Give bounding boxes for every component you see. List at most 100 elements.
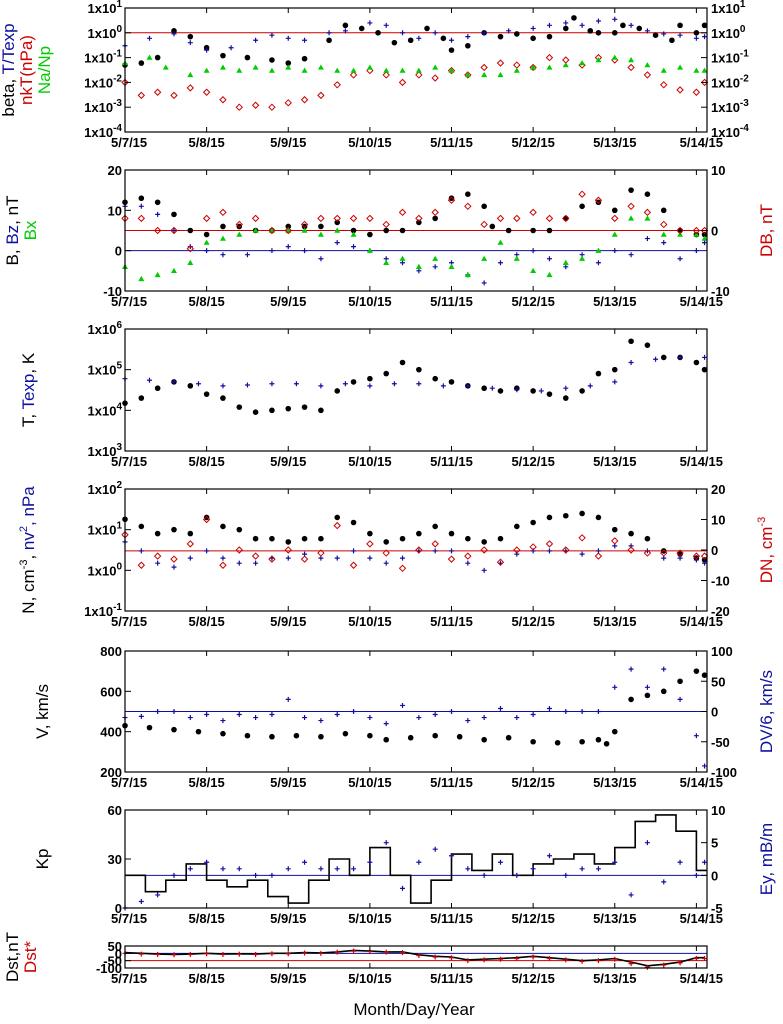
x-tick-label: 5/10/15 [348,294,391,309]
data-point [187,866,193,872]
data-point [587,383,593,389]
data-point [400,885,406,891]
data-point [644,535,651,542]
y2-tick-label: 1x100 [711,24,746,41]
data-point [349,71,358,79]
x-tick-label: 5/14/15 [680,775,723,790]
data-point [407,37,414,44]
data-point [244,252,250,258]
data-point [595,247,602,253]
data-point [155,560,161,566]
y-tick-label: 800 [100,644,122,659]
data-point [465,42,471,49]
data-point [660,688,667,695]
y-axis-label: Kp [33,849,52,870]
data-point [171,211,177,218]
data-point [514,955,520,961]
data-point [302,248,308,254]
y-tick-label: 50 [108,939,122,954]
data-point [644,28,650,34]
data-point [595,260,601,266]
data-point [481,567,487,573]
x-tick-label: 5/11/15 [430,135,473,150]
data-point [513,255,520,261]
data-point [644,236,650,242]
data-point [497,260,503,266]
data-point [219,561,227,569]
data-point [481,30,487,36]
data-point [562,215,569,222]
data-point [612,379,618,385]
data-point [171,31,177,37]
data-point [153,226,162,235]
data-point [529,543,537,551]
data-point [416,530,422,537]
x-tick-label: 5/11/15 [430,454,473,469]
data-point [643,208,652,217]
series-black [122,15,708,68]
data-point [693,30,700,36]
data-point [448,379,455,385]
data-point [627,202,635,211]
data-point [660,220,668,229]
data-point [644,62,651,68]
data-point [481,203,487,210]
data-point [481,539,487,545]
data-point [285,539,292,545]
series-green [122,54,708,78]
data-point [693,557,699,563]
data-point [284,226,292,235]
data-point [400,30,406,36]
data-point [415,67,422,73]
data-point [465,383,471,389]
data-point [530,866,536,872]
data-point [431,74,439,82]
data-point [317,231,324,237]
data-point [350,67,357,73]
data-point [480,220,488,229]
data-point [154,385,161,392]
x-tick-label: 5/14/15 [680,294,723,309]
data-point [563,709,569,714]
data-point [235,103,243,111]
data-point [701,672,708,678]
y-tick-label: 10 [108,203,122,218]
data-point [628,338,634,345]
data-point [693,872,699,878]
data-point [253,715,259,721]
data-point [595,199,602,206]
data-point [660,548,667,554]
data-point [349,214,358,223]
data-point [187,715,193,721]
data-point [269,32,275,38]
data-point [138,195,145,202]
data-point [334,240,340,246]
data-point [464,271,471,278]
panel-dst: 5/7/15 5/8/15 5/9/15 5/10/15 5/11/15 5/12/15 5… [3,932,723,986]
data-point [154,199,161,206]
series-blue [122,840,708,911]
data-point [530,35,536,42]
y2-tick-label: 0 [711,543,718,558]
data-point [171,564,177,570]
data-point [317,91,325,100]
data-point [465,958,471,964]
data-point [693,733,699,739]
y2-tick-label: 0 [711,705,718,720]
data-point [546,22,552,28]
data-point [170,555,178,563]
data-point [480,546,488,554]
data-point [202,515,211,524]
data-point [187,555,193,561]
data-point [301,223,308,230]
data-point [269,381,275,387]
data-point [628,252,634,258]
data-point [350,379,357,385]
data-point [563,264,569,270]
data-point [554,739,561,746]
plot-frame [124,7,708,133]
data-point [481,71,488,78]
data-point [579,866,585,872]
data-point [643,549,652,557]
data-point [579,510,585,517]
